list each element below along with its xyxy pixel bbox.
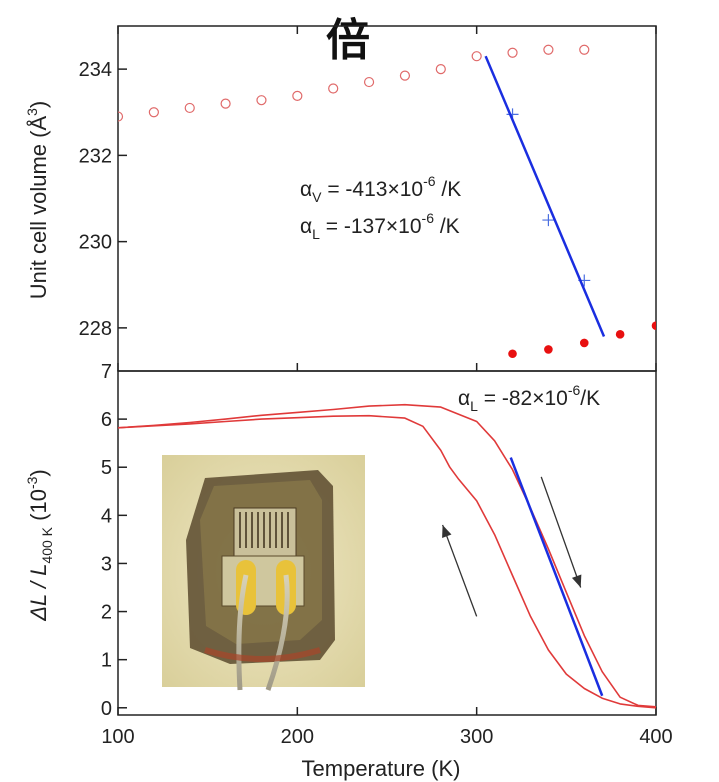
bottom-fit-line: [509, 457, 604, 697]
open-circle-point: [292, 90, 303, 101]
bottom-y-tick-label: 6: [101, 409, 112, 431]
inset-photo: [162, 455, 365, 691]
bottom-y-tick-label: 1: [101, 650, 112, 672]
arrow-up-shaft: [441, 524, 478, 617]
bottom-y-axis-title-sup: -3: [24, 476, 40, 489]
open-circle-point: [399, 70, 411, 81]
top-plot-area: [118, 44, 656, 359]
anno-end: /K: [436, 178, 462, 201]
top-y-axis-title: Unit cell volume (Å3): [24, 101, 51, 300]
bottom-y-axis-title-sub: 400 K: [39, 526, 55, 563]
heading-glyph-wrap: 倍: [326, 4, 370, 68]
anno-text: = -82×10: [478, 387, 568, 410]
bottom-annotation: αL = -82×10-6/K: [458, 382, 600, 414]
arrow-down-head: [571, 574, 582, 588]
open-circle-point: [256, 95, 267, 106]
bottom-y-tick-label: 4: [101, 505, 112, 527]
filled-circle-point: [615, 330, 625, 339]
open-circle-point: [543, 44, 554, 55]
bottom-x-tick-label: 200: [281, 726, 314, 748]
anno-sub: L: [470, 398, 478, 414]
bottom-plot-frame: [117, 370, 657, 716]
x-axis-title: Temperature (K): [302, 756, 461, 781]
curve-cooling: [118, 414, 656, 709]
bottom-y-axis-title: ΔL / L400 K (10-3): [24, 469, 55, 621]
filled-circle-point: [544, 345, 553, 354]
open-circle-point: [148, 107, 159, 118]
open-circle-point: [363, 76, 375, 88]
bottom-y-axis-title-c: ): [26, 469, 51, 476]
bottom-y-tick-label: 7: [101, 361, 112, 383]
top-y-tick-label: 230: [79, 232, 112, 254]
bottom-x-tick-label: 400: [639, 726, 672, 748]
open-circle-point: [435, 64, 446, 75]
bottom-plot-area: [118, 403, 656, 709]
bottom-x-tick-label: 100: [101, 726, 134, 748]
bottom-x-tick-label: 300: [460, 726, 493, 748]
anno-alpha: α: [458, 387, 470, 410]
top-annotation: αV = -413×10-6 /K: [300, 173, 461, 205]
bottom-y-axis-title-a: ΔL / L: [26, 564, 51, 622]
open-circle-point: [579, 44, 590, 55]
bottom-y-tick-label: 3: [101, 553, 112, 575]
bottom-y-tick-label: 5: [101, 457, 112, 479]
anno-end: /K: [580, 387, 600, 410]
top-fit-line: [484, 55, 606, 337]
anno-sub: L: [312, 226, 320, 242]
top-y-tick-label: 234: [79, 59, 112, 81]
anno-sup: -6: [423, 173, 436, 189]
top-y-tick-label: 232: [79, 145, 112, 167]
open-circle-point: [507, 47, 518, 58]
filled-circle-point: [579, 338, 589, 348]
filled-circle-point: [508, 349, 517, 359]
anno-alpha: α: [300, 178, 312, 201]
open-circle-point: [220, 98, 231, 109]
anno-end: /K: [434, 215, 460, 238]
top-y-axis-title-sup: 3: [24, 108, 40, 116]
anno-text: = -137×10: [320, 215, 422, 238]
bottom-y-tick-label: 0: [101, 698, 112, 720]
top-y-axis-title-main: Unit cell volume (Å: [26, 116, 51, 300]
anno-text: = -413×10: [321, 178, 423, 201]
top-annotation: αL = -137×10-6 /K: [300, 210, 460, 242]
open-circle-point: [118, 111, 124, 122]
open-circle-point: [328, 83, 339, 94]
open-circle-point: [471, 51, 482, 62]
bottom-y-tick-label: 2: [101, 602, 112, 624]
arrow-up-head: [442, 524, 452, 538]
bottom-y-axis-title-b: (10: [26, 489, 51, 527]
anno-sub: V: [312, 189, 322, 205]
anno-sup: -6: [422, 210, 435, 226]
top-y-tick-label: 228: [79, 318, 112, 340]
cross-point: [542, 214, 555, 227]
arrow-down-shaft: [540, 476, 582, 588]
anno-alpha: α: [300, 215, 312, 238]
heading-glyph: 倍: [326, 15, 370, 66]
anno-sup: -6: [568, 382, 581, 398]
curve-heating: [118, 403, 656, 708]
top-y-axis-title-end: ): [26, 101, 51, 108]
open-circle-point: [184, 102, 195, 114]
filled-circle-point: [651, 321, 656, 331]
